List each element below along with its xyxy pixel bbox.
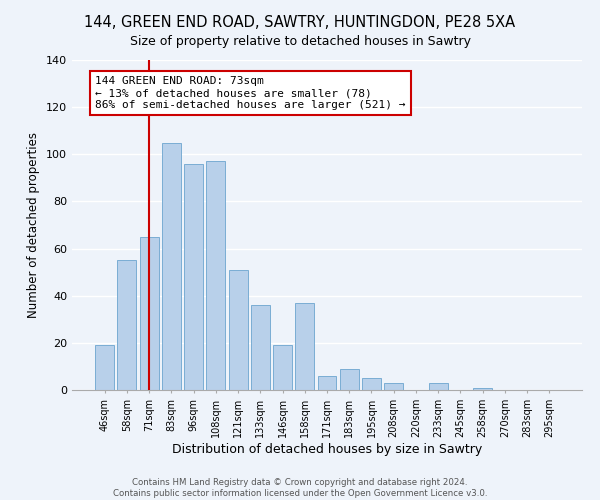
Y-axis label: Number of detached properties: Number of detached properties: [28, 132, 40, 318]
Bar: [429, 383, 448, 390]
Text: 144 GREEN END ROAD: 73sqm
← 13% of detached houses are smaller (78)
86% of semi-: 144 GREEN END ROAD: 73sqm ← 13% of detac…: [95, 76, 406, 110]
Bar: [162, 142, 181, 390]
Bar: [473, 388, 492, 390]
Bar: [273, 345, 292, 390]
Text: Contains HM Land Registry data © Crown copyright and database right 2024.
Contai: Contains HM Land Registry data © Crown c…: [113, 478, 487, 498]
Bar: [140, 237, 158, 390]
Bar: [95, 345, 114, 390]
Bar: [384, 383, 403, 390]
Bar: [184, 164, 203, 390]
Bar: [118, 260, 136, 390]
Bar: [340, 369, 359, 390]
Bar: [229, 270, 248, 390]
Bar: [251, 305, 270, 390]
Bar: [362, 378, 381, 390]
Bar: [206, 162, 225, 390]
Bar: [317, 376, 337, 390]
Text: 144, GREEN END ROAD, SAWTRY, HUNTINGDON, PE28 5XA: 144, GREEN END ROAD, SAWTRY, HUNTINGDON,…: [85, 15, 515, 30]
Text: Size of property relative to detached houses in Sawtry: Size of property relative to detached ho…: [130, 35, 470, 48]
X-axis label: Distribution of detached houses by size in Sawtry: Distribution of detached houses by size …: [172, 442, 482, 456]
Bar: [295, 303, 314, 390]
